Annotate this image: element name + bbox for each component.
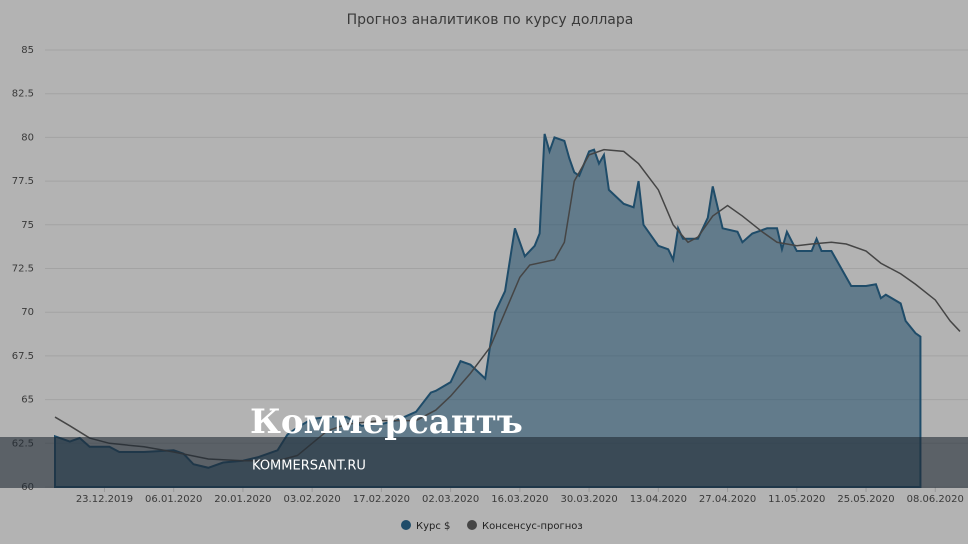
y-tick-label: 77.5 xyxy=(12,176,34,187)
x-tick-label: 25.05.2020 xyxy=(837,494,894,505)
y-tick-label: 75 xyxy=(21,220,34,231)
x-tick-label: 02.03.2020 xyxy=(422,494,479,505)
x-tick-label: 17.02.2020 xyxy=(353,494,410,505)
x-tick-label: 06.01.2020 xyxy=(145,494,202,505)
x-tick-label: 03.02.2020 xyxy=(284,494,341,505)
y-tick-label: 80 xyxy=(21,132,34,143)
watermark-logo: Коммерсантъ xyxy=(250,402,523,442)
y-tick-label: 85 xyxy=(21,45,34,56)
y-tick-label: 65 xyxy=(21,395,34,406)
watermark: Коммерсантъ KOMMERSANT.RU xyxy=(0,402,968,488)
x-tick-label: 27.04.2020 xyxy=(699,494,756,505)
x-tick-label: 23.12.2019 xyxy=(76,494,133,505)
y-tick-label: 82.5 xyxy=(12,89,34,100)
watermark-url: KOMMERSANT.RU xyxy=(252,459,366,474)
y-tick-label: 72.5 xyxy=(12,264,34,275)
legend-marker xyxy=(467,520,477,530)
x-tick-label: 30.03.2020 xyxy=(560,494,617,505)
legend-label: Курс $ xyxy=(416,521,450,532)
chart-title: Прогноз аналитиков по курсу доллара xyxy=(347,12,634,28)
y-tick-label: 70 xyxy=(21,307,34,318)
x-tick-label: 11.05.2020 xyxy=(768,494,825,505)
x-tick-label: 13.04.2020 xyxy=(630,494,687,505)
y-tick-label: 67.5 xyxy=(12,351,34,362)
x-tick-label: 20.01.2020 xyxy=(214,494,271,505)
legend-marker xyxy=(401,520,411,530)
x-tick-label: 08.06.2020 xyxy=(907,494,964,505)
legend-label: Консенсус-прогноз xyxy=(482,521,583,532)
watermark-band xyxy=(0,437,968,488)
x-tick-label: 16.03.2020 xyxy=(491,494,548,505)
